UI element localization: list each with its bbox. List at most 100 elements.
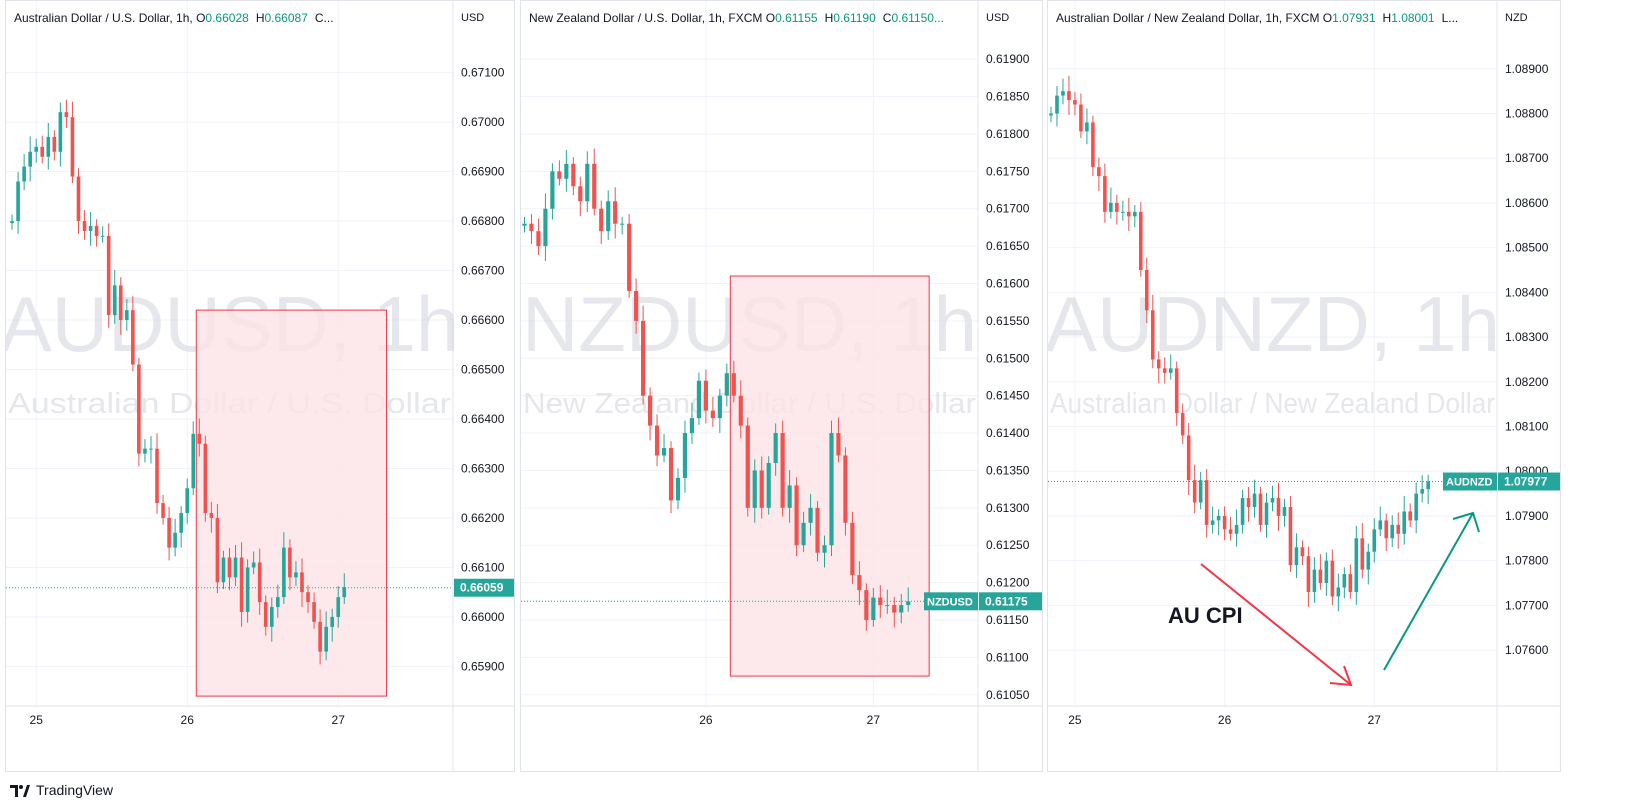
last-price-badge xyxy=(979,592,1042,611)
candle-body xyxy=(857,575,862,591)
candle-body xyxy=(143,448,147,454)
candle-body xyxy=(197,433,202,444)
annotation-arrow-down xyxy=(1200,563,1352,686)
candle-body xyxy=(1168,368,1173,373)
candle-body xyxy=(543,208,548,247)
candle-body xyxy=(682,433,688,478)
header-part: 0.66087 xyxy=(264,11,308,25)
candle-body xyxy=(745,425,750,508)
last-price-badge xyxy=(454,578,514,597)
header-part: 1.08001 xyxy=(1391,11,1435,25)
candle-body xyxy=(613,201,618,224)
header-part: C... xyxy=(315,11,334,25)
time-tick-label: 27 xyxy=(867,713,881,727)
candle-body xyxy=(1180,413,1185,436)
candle-body xyxy=(647,395,653,426)
candle-body xyxy=(871,597,876,621)
candle-body xyxy=(1348,574,1353,592)
candle-body xyxy=(1360,538,1365,570)
price-tick-label: 0.61050 xyxy=(986,688,1030,702)
price-tick-label: 0.61650 xyxy=(986,239,1030,253)
candle-body xyxy=(227,557,232,578)
candle-body xyxy=(731,373,736,396)
candle-body xyxy=(641,320,646,396)
candle-body xyxy=(1426,481,1430,490)
candle-body xyxy=(1222,515,1227,530)
candle-body xyxy=(64,112,69,118)
tradingview-logo[interactable]: TradingView xyxy=(10,782,113,798)
candle-body xyxy=(1384,520,1389,539)
candle-body xyxy=(654,425,660,456)
price-tick-label: 0.61350 xyxy=(986,463,1030,477)
candle-body xyxy=(149,448,153,450)
candle-body xyxy=(215,517,220,583)
candle-body xyxy=(1091,122,1095,168)
candle-body xyxy=(1174,368,1179,414)
time-tick-label: 25 xyxy=(30,713,44,727)
candle-body xyxy=(1204,480,1209,525)
header-part: 1.07931 xyxy=(1332,11,1376,25)
candle-body xyxy=(209,513,214,518)
price-tick-label: 0.66100 xyxy=(461,560,505,574)
candle-body xyxy=(1073,100,1077,105)
candle-body xyxy=(137,364,141,454)
candle-body xyxy=(529,223,534,232)
price-tick-label: 0.66700 xyxy=(461,264,505,278)
candle-body xyxy=(1414,493,1418,521)
candle-body xyxy=(131,310,135,365)
candle-body xyxy=(668,448,674,501)
candle-body xyxy=(46,136,51,157)
price-tick-label: 0.65900 xyxy=(461,659,505,673)
candle-body xyxy=(106,235,111,316)
candle-body xyxy=(94,225,99,236)
price-tick-label: 0.66900 xyxy=(461,165,505,179)
candle-body xyxy=(269,607,274,627)
price-tick-label: 0.61750 xyxy=(986,164,1030,178)
candle-body xyxy=(864,590,869,621)
header-part: 0.66028 xyxy=(205,11,249,25)
candle-body xyxy=(1336,587,1341,597)
candle-body xyxy=(829,433,834,546)
candle-body xyxy=(1085,122,1089,132)
candle-body xyxy=(16,181,20,222)
candle-body xyxy=(306,592,310,603)
candle-body xyxy=(522,223,527,226)
price-tick-label: 0.67100 xyxy=(461,66,505,80)
price-tick-label: 1.08100 xyxy=(1505,420,1549,434)
candle-body xyxy=(288,547,292,578)
candle-body xyxy=(1282,507,1287,516)
candle-body xyxy=(717,395,722,419)
price-tick-label: 1.08400 xyxy=(1505,285,1549,299)
candle-body xyxy=(257,562,262,603)
candle-body xyxy=(703,380,708,411)
time-tick-label: 26 xyxy=(1218,713,1232,727)
candle-body xyxy=(752,470,757,508)
candle-body xyxy=(300,572,304,593)
candle-body xyxy=(1408,511,1412,521)
candle-body xyxy=(221,557,226,583)
candle-body xyxy=(843,455,848,523)
candle-body xyxy=(161,503,165,518)
chart-header: New Zealand Dollar / U.S. Dollar, 1h, FX… xyxy=(529,11,944,25)
header-part: C xyxy=(883,11,892,25)
chart-panel-audnzd[interactable]: AUDNZD, 1h Australian Dollar / New Zealan… xyxy=(1047,0,1561,772)
candle-body xyxy=(155,448,159,504)
candle-body xyxy=(28,151,32,167)
candle-body xyxy=(892,605,897,613)
candle-body xyxy=(10,221,14,224)
candle-body xyxy=(1258,493,1263,525)
header-part: 0.61190 xyxy=(833,11,876,25)
price-tick-label: 0.66200 xyxy=(461,511,505,525)
candle-body xyxy=(1192,480,1197,503)
candle-body xyxy=(1049,113,1053,116)
candle-body xyxy=(245,567,250,612)
candle-body xyxy=(710,410,715,419)
price-tick-label: 0.61300 xyxy=(986,501,1030,515)
price-tick-label: 0.61400 xyxy=(986,426,1030,440)
candle-body xyxy=(1121,211,1125,213)
candle-body xyxy=(1061,91,1065,96)
candle-body xyxy=(1396,524,1401,534)
candle-body xyxy=(634,290,639,321)
